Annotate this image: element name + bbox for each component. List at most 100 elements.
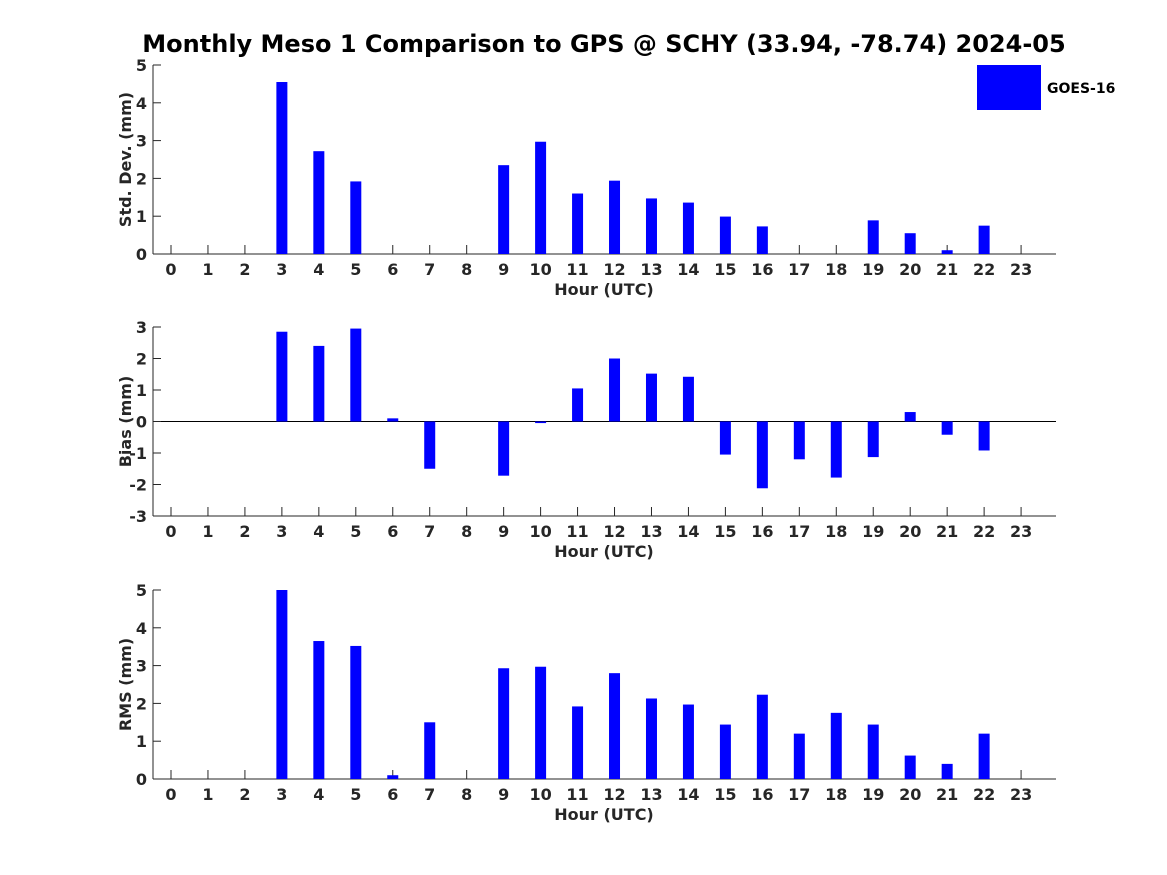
rms-x-tick-label: 19 <box>862 785 884 804</box>
std-dev-x-tick-label: 3 <box>276 260 287 279</box>
rms-x-tick-label: 17 <box>788 785 810 804</box>
std-dev-x-tick-label: 10 <box>529 260 551 279</box>
bias-x-tick-label: 1 <box>202 522 213 541</box>
rms-x-tick-label: 8 <box>461 785 472 804</box>
rms-bar-hour-12 <box>609 673 621 779</box>
bias-x-tick-label: 12 <box>603 522 625 541</box>
bias-x-tick-label: 14 <box>677 522 699 541</box>
bias-y-tick-label: 3 <box>136 318 147 337</box>
std-dev-x-tick-label: 15 <box>714 260 736 279</box>
bias-x-tick-label: 10 <box>529 522 551 541</box>
std-dev-y-tick-label: 5 <box>136 56 147 75</box>
rms-x-tick-label: 23 <box>1010 785 1032 804</box>
rms-x-tick-label: 1 <box>202 785 213 804</box>
bias-x-tick-label: 19 <box>862 522 884 541</box>
rms-x-tick-label: 20 <box>899 785 921 804</box>
std-dev-bar-hour-9 <box>498 165 510 254</box>
rms-x-tick-label: 10 <box>529 785 551 804</box>
std-dev-bar-hour-13 <box>645 198 657 254</box>
std-dev-x-tick-label: 12 <box>603 260 625 279</box>
rms-x-tick-label: 0 <box>165 785 176 804</box>
bias-x-tick-label: 21 <box>936 522 958 541</box>
std-dev-bar-hour-3 <box>276 82 288 254</box>
bias-bar-hour-22 <box>978 421 990 451</box>
std-dev-bar-hour-10 <box>535 141 547 254</box>
std-dev-x-tick-label: 19 <box>862 260 884 279</box>
bias-bar-hour-18 <box>830 421 842 478</box>
rms-y-tick-label: 1 <box>136 732 147 751</box>
bias-bar-hour-13 <box>645 373 657 422</box>
std-dev-x-tick-label: 2 <box>239 260 250 279</box>
bias-bar-hour-3 <box>276 331 288 422</box>
bias-bar-hour-16 <box>756 421 768 489</box>
bias-y-tick-label: -2 <box>129 476 147 495</box>
bias-y-axis-label: Bias (mm) <box>116 376 135 468</box>
std-dev-x-tick-label: 18 <box>825 260 847 279</box>
bias-x-tick-label: 9 <box>498 522 509 541</box>
bias-x-tick-label: 13 <box>640 522 662 541</box>
bias-bar-hour-14 <box>682 376 694 422</box>
std-dev-y-tick-label: 2 <box>136 169 147 188</box>
std-dev-x-tick-label: 13 <box>640 260 662 279</box>
bias-y-tick-label: 1 <box>136 381 147 400</box>
rms-x-tick-label: 6 <box>387 785 398 804</box>
rms-bar-hour-7 <box>424 722 436 779</box>
std-dev-x-tick-label: 5 <box>350 260 361 279</box>
rms-bar-hour-20 <box>904 755 916 779</box>
rms-x-tick-label: 21 <box>936 785 958 804</box>
std-dev-x-tick-label: 23 <box>1010 260 1032 279</box>
std-dev-x-tick-label: 4 <box>313 260 324 279</box>
std-dev-bar-hour-4 <box>313 151 325 254</box>
bias-x-tick-label: 4 <box>313 522 324 541</box>
rms-bar-hour-17 <box>793 733 805 779</box>
rms-y-axis-label: RMS (mm) <box>116 638 135 731</box>
rms-y-tick-label: 3 <box>136 657 147 676</box>
rms-x-tick-label: 18 <box>825 785 847 804</box>
rms-bar-hour-19 <box>867 724 879 779</box>
bias-x-tick-label: 5 <box>350 522 361 541</box>
rms-bar-hour-11 <box>572 706 584 779</box>
rms-x-tick-label: 4 <box>313 785 324 804</box>
bias-bar-hour-7 <box>424 421 436 469</box>
std-dev-bar-hour-20 <box>904 233 916 254</box>
bias-x-tick-label: 0 <box>165 522 176 541</box>
rms-bar-hour-18 <box>830 712 842 779</box>
bias-x-tick-label: 7 <box>424 522 435 541</box>
rms-x-tick-label: 12 <box>603 785 625 804</box>
bias-x-tick-label: 18 <box>825 522 847 541</box>
rms-x-tick-label: 15 <box>714 785 736 804</box>
std-dev-x-tick-label: 6 <box>387 260 398 279</box>
rms-x-tick-label: 5 <box>350 785 361 804</box>
std-dev-y-axis-label: Std. Dev. (mm) <box>116 92 135 227</box>
bias-x-tick-label: 20 <box>899 522 921 541</box>
rms-x-tick-label: 3 <box>276 785 287 804</box>
bias-bar-hour-17 <box>793 421 805 460</box>
std-dev-bar-hour-22 <box>978 225 990 254</box>
std-dev-x-axis-label: Hour (UTC) <box>554 280 654 299</box>
bias-x-tick-label: 8 <box>461 522 472 541</box>
std-dev-y-tick-label: 0 <box>136 245 147 264</box>
bias-x-tick-label: 23 <box>1010 522 1032 541</box>
legend-swatch-goes-16 <box>977 65 1041 110</box>
std-dev-x-tick-label: 8 <box>461 260 472 279</box>
std-dev-x-tick-label: 16 <box>751 260 773 279</box>
std-dev-y-tick-label: 4 <box>136 94 147 113</box>
bias-bar-hour-21 <box>941 421 953 435</box>
std-dev-y-tick-label: 1 <box>136 207 147 226</box>
bias-bar-hour-11 <box>572 388 584 422</box>
rms-x-tick-label: 9 <box>498 785 509 804</box>
std-dev-x-tick-label: 11 <box>566 260 588 279</box>
bias-bar-hour-20 <box>904 412 916 422</box>
rms-bar-hour-4 <box>313 641 325 779</box>
bias-bar-hour-6 <box>387 418 399 422</box>
bias-x-tick-label: 11 <box>566 522 588 541</box>
rms-bar-hour-14 <box>682 704 694 779</box>
std-dev-x-tick-label: 21 <box>936 260 958 279</box>
std-dev-x-tick-label: 0 <box>165 260 176 279</box>
rms-x-tick-label: 13 <box>640 785 662 804</box>
bias-x-tick-label: 17 <box>788 522 810 541</box>
